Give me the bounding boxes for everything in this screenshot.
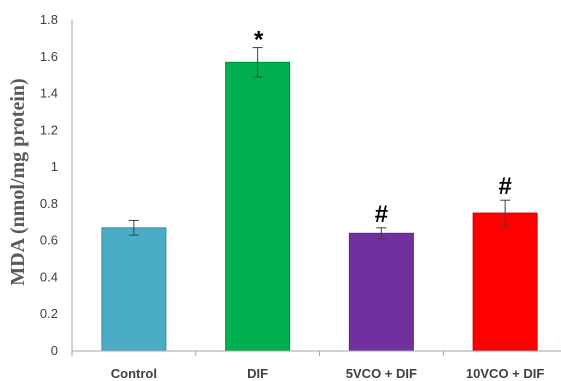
y-tick-label: 1.4 bbox=[40, 86, 58, 101]
x-category-labels: Control DIF 5VCO + DIF 10VCO + DIF bbox=[111, 366, 545, 381]
significance-hash: # bbox=[498, 173, 511, 200]
axes bbox=[71, 20, 561, 356]
y-tick-labels: 0 0.2 0.4 0.6 0.8 1 1.2 1.4 1.6 1.8 bbox=[40, 12, 58, 358]
x-category-label: Control bbox=[111, 366, 157, 381]
x-category-label: DIF bbox=[247, 366, 268, 381]
x-category-label: 10VCO + DIF bbox=[466, 366, 544, 381]
bar-10vco-dif bbox=[472, 212, 538, 352]
annotations: * # # bbox=[254, 27, 512, 228]
bar-control bbox=[101, 227, 167, 352]
bar-5vco-dif bbox=[348, 232, 414, 352]
bars bbox=[101, 61, 538, 352]
y-tick-label: 1.8 bbox=[40, 12, 58, 27]
y-tick-label: 0 bbox=[51, 343, 58, 358]
y-tick-label: 1.6 bbox=[40, 49, 58, 64]
y-tick-label: 0.2 bbox=[40, 306, 58, 321]
y-axis-label: MDA (nmol/mg protein) bbox=[7, 78, 29, 285]
error-bars bbox=[128, 47, 511, 240]
significance-asterisk: * bbox=[254, 27, 264, 54]
y-tick-label: 0.4 bbox=[40, 269, 58, 284]
y-tick-label: 0.8 bbox=[40, 196, 58, 211]
bar-dif bbox=[225, 61, 291, 352]
significance-hash: # bbox=[375, 201, 388, 228]
y-tick-label: 0.6 bbox=[40, 233, 58, 248]
y-tick-label: 1 bbox=[51, 159, 58, 174]
y-tick-label: 1.2 bbox=[40, 122, 58, 137]
x-category-label: 5VCO + DIF bbox=[346, 366, 417, 381]
